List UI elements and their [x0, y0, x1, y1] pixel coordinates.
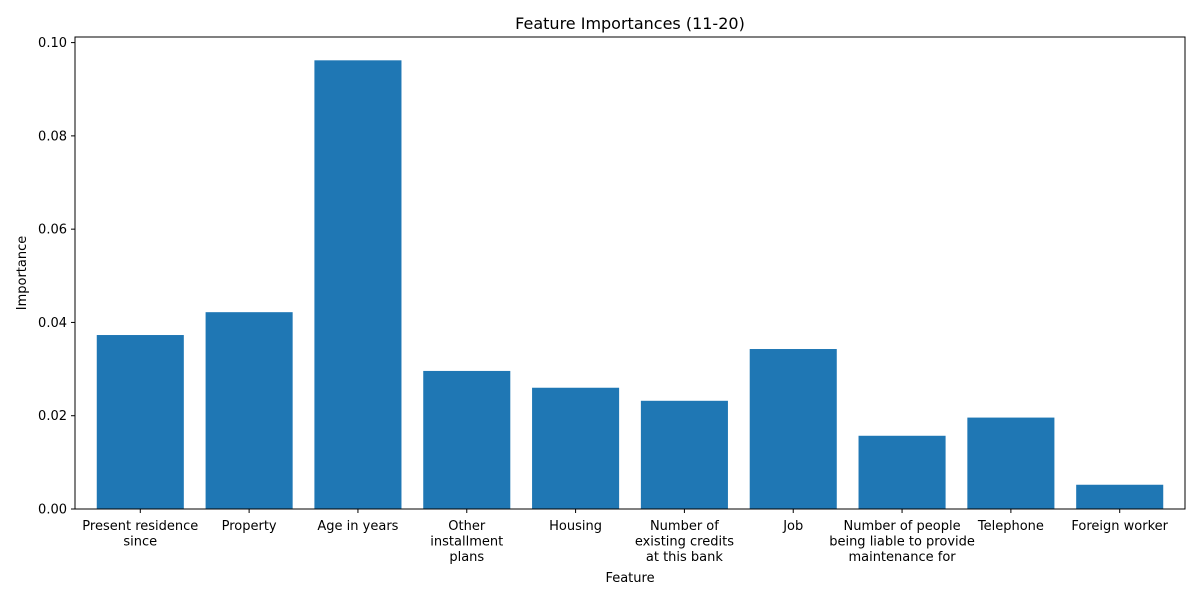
x-tick-label: Foreign worker — [1071, 519, 1168, 534]
x-tick-label: Present residence since — [82, 519, 198, 550]
bar-9 — [967, 417, 1055, 509]
x-tick-label: Property — [222, 519, 277, 534]
y-tick-label: 0.10 — [38, 36, 67, 51]
plot-frame — [74, 36, 1186, 510]
bar-3 — [314, 60, 402, 509]
y-axis-label: Importance — [15, 236, 30, 311]
bar-7 — [749, 349, 837, 509]
x-axis: Present residence since Property Age in yea… — [82, 509, 1169, 565]
x-tick-label-line: plans — [449, 550, 484, 565]
x-tick-label: Other installment plans — [430, 519, 503, 565]
y-tick-label: 0.00 — [38, 503, 67, 518]
x-tick-label-line: being liable to provide — [829, 535, 975, 550]
bar-10 — [1076, 484, 1164, 509]
x-tick-label-line: Job — [782, 519, 803, 534]
x-tick-label: Age in years — [317, 519, 398, 534]
bar-6 — [640, 400, 728, 509]
x-tick-label-line: Age in years — [317, 519, 398, 534]
x-tick-label-line: Telephone — [977, 519, 1044, 534]
y-tick-label: 0.06 — [38, 223, 67, 238]
bar-5 — [532, 387, 620, 509]
x-axis-label: Feature — [605, 571, 654, 586]
y-tick-label: 0.08 — [38, 129, 67, 144]
bar-1 — [96, 335, 184, 509]
x-tick-label: Job — [782, 519, 803, 534]
x-tick-label-line: existing credits — [635, 535, 734, 550]
bar-2 — [205, 312, 293, 509]
x-tick-label-line: installment — [430, 535, 503, 550]
x-tick-label-line: maintenance for — [848, 550, 956, 565]
y-tick-label: 0.02 — [38, 409, 67, 424]
x-tick-label-line: Number of — [650, 519, 719, 534]
x-tick-label: Housing — [549, 519, 602, 534]
x-tick-label-line: at this bank — [646, 550, 724, 565]
x-tick-label: Number of existing credits at this bank — [635, 519, 734, 565]
x-tick-label-line: Housing — [549, 519, 602, 534]
chart-title: Feature Importances (11-20) — [515, 14, 745, 33]
y-tick-label: 0.04 — [38, 316, 67, 331]
x-tick-label-line: Foreign worker — [1071, 519, 1168, 534]
x-tick-label-line: Other — [448, 519, 486, 534]
x-tick-label: Telephone — [977, 519, 1044, 534]
x-tick-label-line: since — [123, 535, 157, 550]
y-axis: 0.00 0.02 0.04 0.06 0.08 0.10 — [38, 36, 75, 518]
x-tick-label-line: Present residence — [82, 519, 198, 534]
x-tick-label: Number of people being liable to provide m… — [829, 519, 975, 565]
bars-group — [96, 60, 1164, 509]
x-tick-label-line: Number of people — [844, 519, 961, 534]
x-tick-label-line: Property — [222, 519, 277, 534]
bar-8 — [858, 435, 946, 509]
bar-4 — [423, 370, 511, 509]
